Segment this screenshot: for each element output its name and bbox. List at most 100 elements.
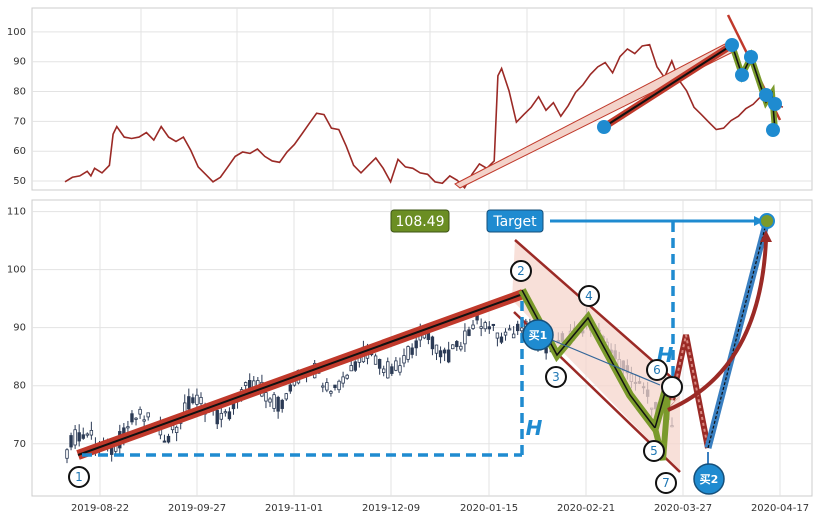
point-circle <box>545 366 567 388</box>
buy-circle <box>693 463 725 495</box>
point-circle <box>578 285 600 307</box>
candle-body <box>402 355 406 364</box>
candle-body <box>455 341 459 348</box>
point-circle-label: 4 <box>585 289 593 303</box>
candle-body <box>353 361 357 371</box>
target-rise-dash <box>707 223 767 449</box>
curved-red-arrow-tail <box>665 396 680 412</box>
bottom-xtick-label: 2020-02-21 <box>557 503 615 514</box>
candle-body <box>85 433 90 436</box>
top-marker-dot <box>725 38 739 52</box>
candle-body <box>398 365 402 373</box>
candle-body <box>471 324 475 329</box>
candle-body <box>284 393 288 400</box>
candle-body <box>499 336 504 343</box>
top-price-line <box>64 43 784 190</box>
candle-body <box>142 419 146 422</box>
candle-body <box>272 394 276 409</box>
candle-body <box>276 396 280 412</box>
bottom-ytick-label: 90 <box>13 323 26 334</box>
candle-body <box>349 365 353 372</box>
h-label-left: H <box>526 416 543 440</box>
candle-body <box>89 430 94 436</box>
candle-body <box>227 411 232 420</box>
bottom-panel-frame <box>31 199 813 497</box>
candle-body <box>325 382 329 391</box>
top-panel-frame <box>31 7 813 191</box>
candle-body <box>503 331 508 336</box>
point-circle-label: 1 <box>75 470 83 484</box>
candle-body <box>495 332 500 339</box>
candle-body <box>373 355 378 365</box>
candle-body <box>341 376 345 384</box>
bottom-xtick-label: 2020-03-27 <box>654 503 712 514</box>
top-ytick-label: 100 <box>7 27 26 38</box>
candle-body <box>195 394 199 405</box>
candle-body <box>434 344 439 354</box>
top-marker-dot <box>768 97 782 111</box>
candle-body <box>138 408 142 415</box>
bottom-xtick-label: 2020-04-17 <box>751 503 809 514</box>
candle-body <box>394 360 398 371</box>
top-ytick-label: 70 <box>13 116 26 127</box>
candle-body <box>520 327 524 332</box>
candle-body <box>414 340 418 349</box>
curved-red-arrow <box>667 239 768 412</box>
candle-body <box>467 329 471 336</box>
top-marker-dot <box>597 120 611 134</box>
top-ytick-label: 60 <box>13 146 26 157</box>
candle-body <box>199 397 203 405</box>
value-box <box>390 209 450 233</box>
candle-body <box>507 328 512 331</box>
candle-body <box>187 396 191 410</box>
candle-body <box>243 382 248 386</box>
top-ytick-label: 90 <box>13 57 26 68</box>
candle-body <box>65 449 69 459</box>
candle-body <box>463 330 467 345</box>
candle-body <box>511 333 516 339</box>
candle-body <box>215 409 219 425</box>
candle-body <box>126 426 130 429</box>
point-circle <box>646 359 668 381</box>
bottom-ytick-label: 80 <box>13 381 26 392</box>
candle-body <box>130 413 134 423</box>
bottom-xtick-label: 2019-08-22 <box>71 503 129 514</box>
top-marker-dot <box>766 123 780 137</box>
candle-body <box>73 429 77 446</box>
point-circle-label: 6 <box>653 363 661 377</box>
bottom-xtick-label: 2019-11-01 <box>265 503 323 514</box>
target-box <box>486 209 544 233</box>
bottom-ytick-label: 100 <box>7 265 26 276</box>
point-circle-extra <box>661 376 683 398</box>
bottom-xtick-label: 2019-09-27 <box>168 503 226 514</box>
bottom-ytick-label: 70 <box>13 439 26 450</box>
candle-body <box>321 385 325 388</box>
buy-circle-label: 买1 <box>529 329 548 342</box>
candle-body <box>410 347 414 355</box>
candle-body <box>386 361 390 379</box>
candle-body <box>430 336 435 350</box>
candle-body <box>390 366 394 374</box>
candle-body <box>174 426 179 433</box>
top-marker-dot <box>759 88 773 102</box>
bottom-ytick-label: 110 <box>7 207 26 218</box>
candle-body <box>451 344 455 350</box>
candle-body <box>487 326 491 330</box>
candle-body <box>223 411 228 414</box>
top-ytick-label: 50 <box>13 176 26 187</box>
bottom-xtick-label: 2020-01-15 <box>460 503 518 514</box>
point-circle-label: 3 <box>552 370 560 384</box>
candle-body <box>442 349 447 354</box>
channel-band <box>512 240 680 472</box>
candle-body <box>491 323 496 326</box>
buy-circle-label: 买2 <box>700 473 719 486</box>
candle-body <box>377 359 382 369</box>
candle-body <box>77 432 81 442</box>
value-box-label: 108.49 <box>396 214 445 230</box>
candle-body <box>333 384 337 389</box>
candle-body <box>382 368 386 373</box>
target-dot <box>759 213 775 229</box>
candle-body <box>446 349 451 363</box>
candle-body <box>483 322 487 330</box>
curved-red-arrowhead <box>760 230 772 242</box>
